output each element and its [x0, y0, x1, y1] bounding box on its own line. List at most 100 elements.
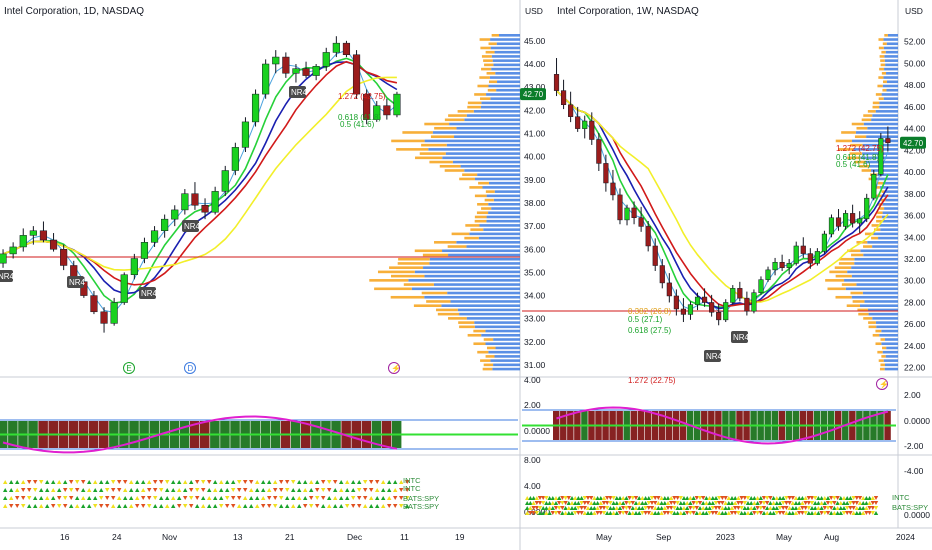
profile-bar-blue: [457, 308, 520, 312]
profile-bar-blue: [496, 42, 520, 46]
candle-down: [568, 104, 574, 117]
profile-bar-orange: [880, 363, 885, 367]
signal-triangle: [768, 496, 773, 500]
signal-triangle: [835, 506, 840, 510]
signal-triangle: [793, 506, 799, 510]
signal-triangle: [752, 511, 757, 515]
signal-triangle: [697, 496, 703, 500]
signal-triangle: [611, 506, 616, 510]
signal-triangle: [237, 480, 242, 484]
price-tick-label: 28.00: [904, 297, 926, 307]
signal-triangle: [659, 506, 664, 510]
signal-triangle: [832, 501, 837, 505]
signal-triangle: [333, 488, 338, 492]
signal-triangle: [585, 506, 591, 510]
signal-triangle: [601, 501, 607, 505]
signal-triangle: [327, 496, 332, 500]
signal-triangle: [643, 496, 648, 500]
signal-triangle: [249, 488, 254, 492]
signal-triangle: [787, 496, 792, 500]
signal-triangle: [851, 506, 856, 510]
profile-bar-blue: [474, 321, 520, 324]
signal-triangle: [351, 488, 356, 492]
signal-triangle: [345, 496, 350, 500]
candle-down: [737, 288, 743, 299]
signal-triangle: [701, 501, 706, 505]
signal-triangle: [781, 496, 786, 500]
signal-triangle: [393, 480, 398, 484]
signal-triangle: [339, 504, 344, 508]
left-price-axis[interactable]: 45.00 44.00 43.00 42.00 41.00 40.00 39.00 38.00…: [520, 36, 546, 370]
profile-bar-orange: [467, 101, 482, 105]
event-marker-label: D: [187, 364, 193, 373]
time-tick-label: May: [776, 532, 793, 542]
profile-bar-orange: [436, 308, 458, 312]
signal-triangle: [237, 496, 242, 500]
profile-bar-orange: [877, 203, 883, 206]
signal-triangle: [790, 501, 795, 505]
right-price-axis[interactable]: 52.00 50.00 48.00 46.00 44.00 42.00 40.00 38.00…: [900, 37, 926, 373]
profile-bar-blue: [490, 46, 520, 50]
profile-bar-blue: [886, 72, 898, 75]
signal-triangle: [854, 506, 859, 510]
signal-triangle: [231, 496, 236, 500]
signal-triangle: [723, 511, 728, 515]
signal-triangle: [771, 506, 776, 510]
profile-bar-orange: [852, 300, 865, 303]
profile-bar-blue: [498, 34, 520, 37]
left-candles[interactable]: NR4 NR4 NR4 NR4 NR4 1.272 (42.75) 0.618 (41.8)…: [0, 36, 401, 374]
candle-down: [744, 297, 750, 312]
signal-triangle: [790, 506, 795, 510]
signal-triangle: [129, 496, 134, 500]
osc-tick-label: 4.00: [524, 375, 541, 385]
signal-triangle: [111, 488, 116, 492]
signal-triangle: [691, 511, 696, 515]
signal-triangle: [784, 511, 789, 515]
signal-triangle: [864, 506, 869, 510]
signal-triangle: [627, 496, 632, 500]
signal-triangle: [573, 501, 578, 505]
signal-triangle: [225, 480, 230, 484]
osc-tick-label: 2.00: [904, 390, 921, 400]
candle-up: [161, 218, 169, 231]
event-marker-label: ⚡: [391, 363, 401, 373]
signal-triangle: [816, 496, 821, 500]
signal-triangle: [93, 488, 98, 492]
signal-triangle: [393, 504, 398, 508]
signal-triangle: [9, 488, 14, 492]
right-candles[interactable]: NR4 NR4 1.272 (42.75)0.618 (41.8)0.5 (41.6…: [553, 58, 891, 390]
profile-bar-orange: [470, 228, 484, 231]
signal-triangle: [534, 501, 539, 505]
signal-triangle: [399, 504, 404, 508]
profile-bar-orange: [480, 359, 491, 362]
signal-triangle: [832, 496, 837, 500]
signal-triangle: [720, 501, 725, 505]
signal-triangle: [129, 488, 134, 492]
time-tick-label: 19: [455, 532, 465, 542]
signal-triangle: [729, 511, 735, 515]
profile-bar-orange: [879, 67, 885, 71]
last-price-badge: [900, 136, 926, 149]
signal-triangle: [675, 506, 680, 510]
profile-bar-orange: [863, 114, 873, 117]
signal-triangle: [339, 480, 344, 484]
signal-triangle: [733, 506, 738, 510]
signal-triangle: [777, 511, 783, 515]
signal-triangle: [550, 506, 555, 510]
signal-triangle: [369, 504, 374, 508]
signal-triangle: [327, 504, 332, 508]
signal-triangle: [237, 488, 242, 492]
signal-triangle: [861, 506, 866, 510]
candle-down: [680, 308, 687, 315]
right-time-axis[interactable]: May Sep 2023 May Aug 2024: [596, 532, 915, 542]
signal-triangle: [303, 496, 308, 500]
left-time-axis[interactable]: 16 24 Nov 13 21 Dec 11 19: [60, 532, 465, 542]
profile-bar-blue: [494, 50, 520, 54]
profile-bar-blue: [490, 38, 520, 41]
signal-triangle: [745, 511, 751, 515]
signal-triangle: [704, 511, 709, 515]
signal-triangle: [633, 511, 639, 515]
signal-triangle: [800, 506, 805, 510]
signal-triangle: [537, 506, 543, 510]
